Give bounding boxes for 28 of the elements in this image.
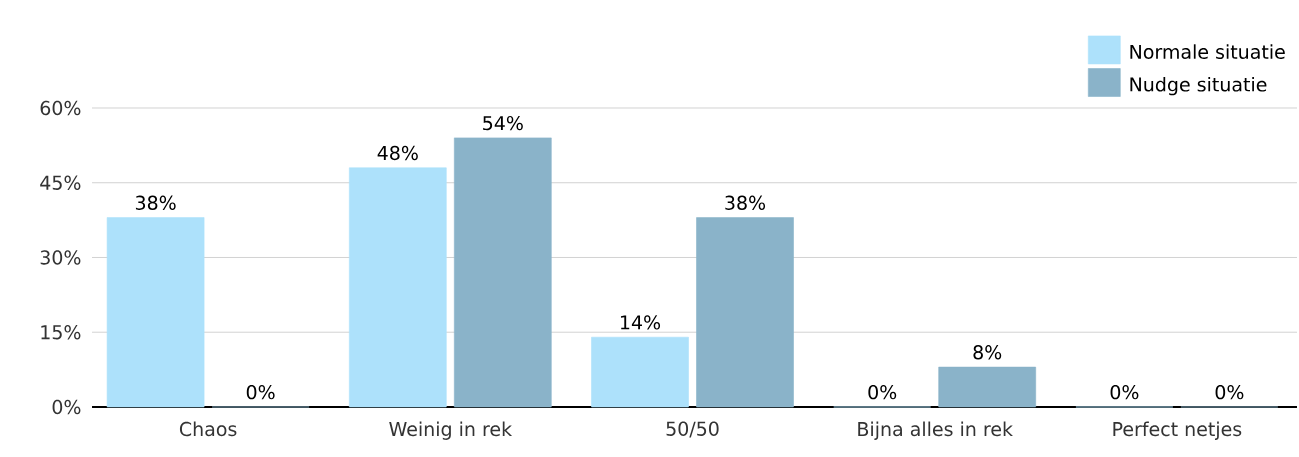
data-label: 14% <box>620 315 661 330</box>
data-label: 48% <box>377 145 418 161</box>
bar <box>696 217 794 408</box>
x-tick-label: 50/50 <box>666 421 719 438</box>
y-tick-label: 45% <box>40 175 81 190</box>
bar <box>454 137 552 408</box>
data-label: 0% <box>1215 384 1244 400</box>
legend-label: Nudge situatie <box>1130 76 1267 96</box>
y-tick-label: 15% <box>41 325 81 340</box>
y-tick-label: 0% <box>52 399 81 415</box>
data-label: 38% <box>725 195 766 210</box>
x-tick-label: Weinig in rek <box>389 421 513 440</box>
data-label: 8% <box>973 345 1002 360</box>
bar <box>106 217 205 408</box>
bar <box>591 336 689 408</box>
data-label: 0% <box>868 384 897 400</box>
data-label: 54% <box>483 115 523 131</box>
bar <box>938 366 1036 408</box>
legend-label: Normale situatie <box>1130 44 1285 59</box>
y-tick-label: 60% <box>40 100 81 116</box>
data-label: 0% <box>1110 384 1139 400</box>
x-tick-label: Chaos <box>179 421 237 437</box>
data-label: 0% <box>246 384 275 400</box>
y-tick-label: 30% <box>40 250 81 265</box>
x-tick-label: Perfect netjes <box>1113 421 1242 440</box>
bar <box>349 167 447 408</box>
data-label: 38% <box>135 195 176 210</box>
x-tick-label: Bijna alles in rek <box>858 421 1013 440</box>
